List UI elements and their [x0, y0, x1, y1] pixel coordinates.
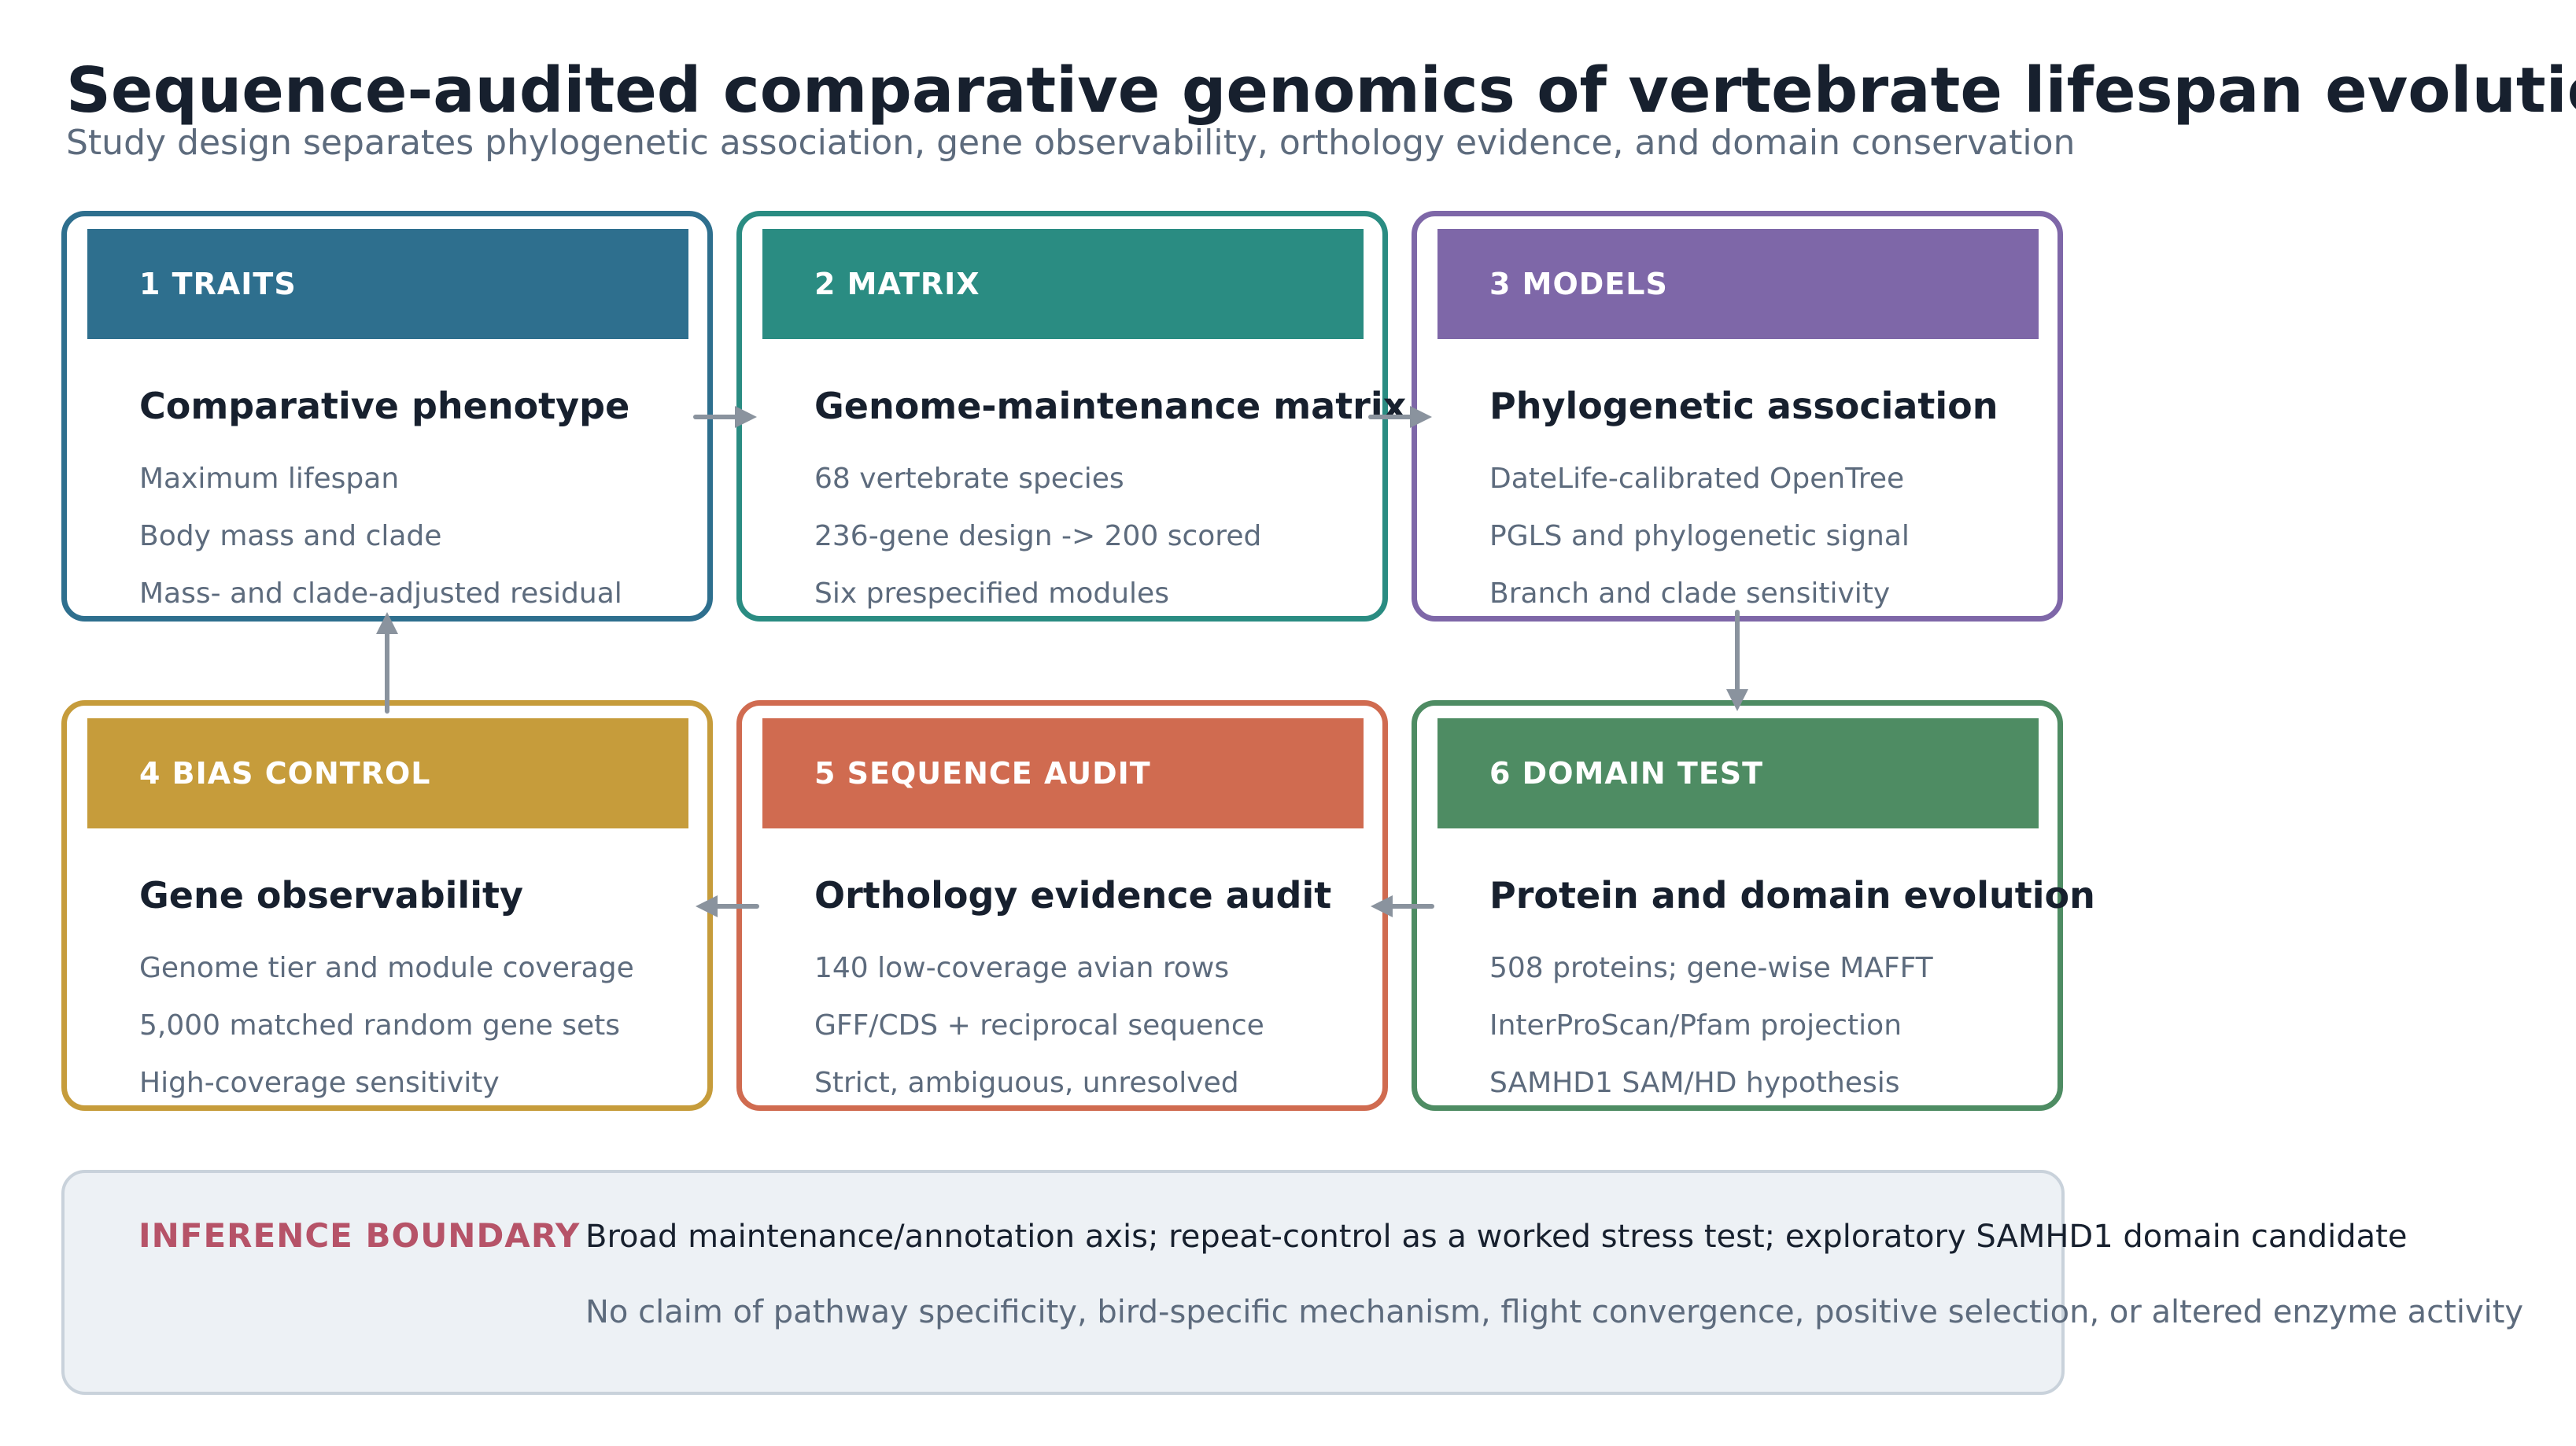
inference-boundary-scope: Broad maintenance/annotation axis; repea…	[585, 1219, 2408, 1255]
card-item: 140 low-coverage avian rows	[814, 952, 1230, 984]
page-subtitle: Study design separates phylogenetic asso…	[66, 123, 2076, 163]
card-item: Strict, ambiguous, unresolved	[814, 1067, 1239, 1099]
card-heading: Orthology evidence audit	[814, 874, 1332, 917]
card-header-band: 4 BIAS CONTROL	[87, 718, 688, 828]
card-item: Maximum lifespan	[139, 463, 400, 495]
card-step-label: 5 SEQUENCE AUDIT	[814, 756, 1151, 791]
inference-boundary-non-claims: No claim of pathway specificity, bird-sp…	[585, 1294, 2524, 1330]
card-item: Genome tier and module coverage	[139, 952, 634, 984]
card-item: 68 vertebrate species	[814, 463, 1124, 495]
card-domain-test: 6 DOMAIN TEST Protein and domain evoluti…	[1412, 700, 2095, 1111]
card-item: SAMHD1 SAM/HD hypothesis	[1489, 1067, 1900, 1099]
card-sequence-audit: 5 SEQUENCE AUDIT Orthology evidence audi…	[736, 700, 1388, 1111]
arrow-models-to-domain-test	[1726, 610, 1748, 711]
card-item: Six prespecified modules	[814, 577, 1169, 610]
card-item: High-coverage sensitivity	[139, 1067, 500, 1099]
card-header-band: 2 MATRIX	[762, 229, 1364, 339]
card-item: DateLife-calibrated OpenTree	[1489, 463, 1905, 495]
card-header-band: 3 MODELS	[1437, 229, 2039, 339]
card-item: 508 proteins; gene-wise MAFFT	[1489, 952, 1933, 984]
card-heading: Gene observability	[139, 874, 523, 917]
card-step-label: 2 MATRIX	[814, 267, 980, 301]
card-item: GFF/CDS + reciprocal sequence	[814, 1009, 1264, 1042]
card-header-band: 5 SEQUENCE AUDIT	[762, 718, 1364, 828]
card-heading: Phylogenetic association	[1489, 385, 1998, 427]
card-item: 236-gene design -> 200 scored	[814, 520, 1262, 552]
card-heading: Protein and domain evolution	[1489, 874, 2095, 917]
card-header-band: 6 DOMAIN TEST	[1437, 718, 2039, 828]
card-bias-control: 4 BIAS CONTROL Gene observability Genome…	[61, 700, 713, 1111]
card-matrix: 2 MATRIX Genome-maintenance matrix 68 ve…	[736, 211, 1406, 622]
arrow-bias-control-to-traits	[376, 612, 398, 714]
card-heading: Genome-maintenance matrix	[814, 385, 1407, 427]
card-step-label: 1 TRAITS	[139, 267, 297, 301]
card-item: 5,000 matched random gene sets	[139, 1009, 621, 1042]
card-step-label: 3 MODELS	[1489, 267, 1668, 301]
card-step-label: 6 DOMAIN TEST	[1489, 756, 1764, 791]
inference-boundary-label: INFERENCE BOUNDARY	[138, 1216, 581, 1255]
card-traits: 1 TRAITS Comparative phenotype Maximum l…	[61, 211, 713, 622]
card-item: Body mass and clade	[139, 520, 442, 552]
page-title: Sequence-audited comparative genomics of…	[66, 54, 2576, 127]
card-item: Mass- and clade-adjusted residual	[139, 577, 622, 610]
card-models: 3 MODELS Phylogenetic association DateLi…	[1412, 211, 2063, 622]
card-item: InterProScan/Pfam projection	[1489, 1009, 1902, 1042]
card-item: Branch and clade sensitivity	[1489, 577, 1891, 610]
card-heading: Comparative phenotype	[139, 385, 630, 427]
card-header-band: 1 TRAITS	[87, 229, 688, 339]
card-item: PGLS and phylogenetic signal	[1489, 520, 1910, 552]
card-step-label: 4 BIAS CONTROL	[139, 756, 431, 791]
inference-boundary-panel	[61, 1170, 2065, 1395]
